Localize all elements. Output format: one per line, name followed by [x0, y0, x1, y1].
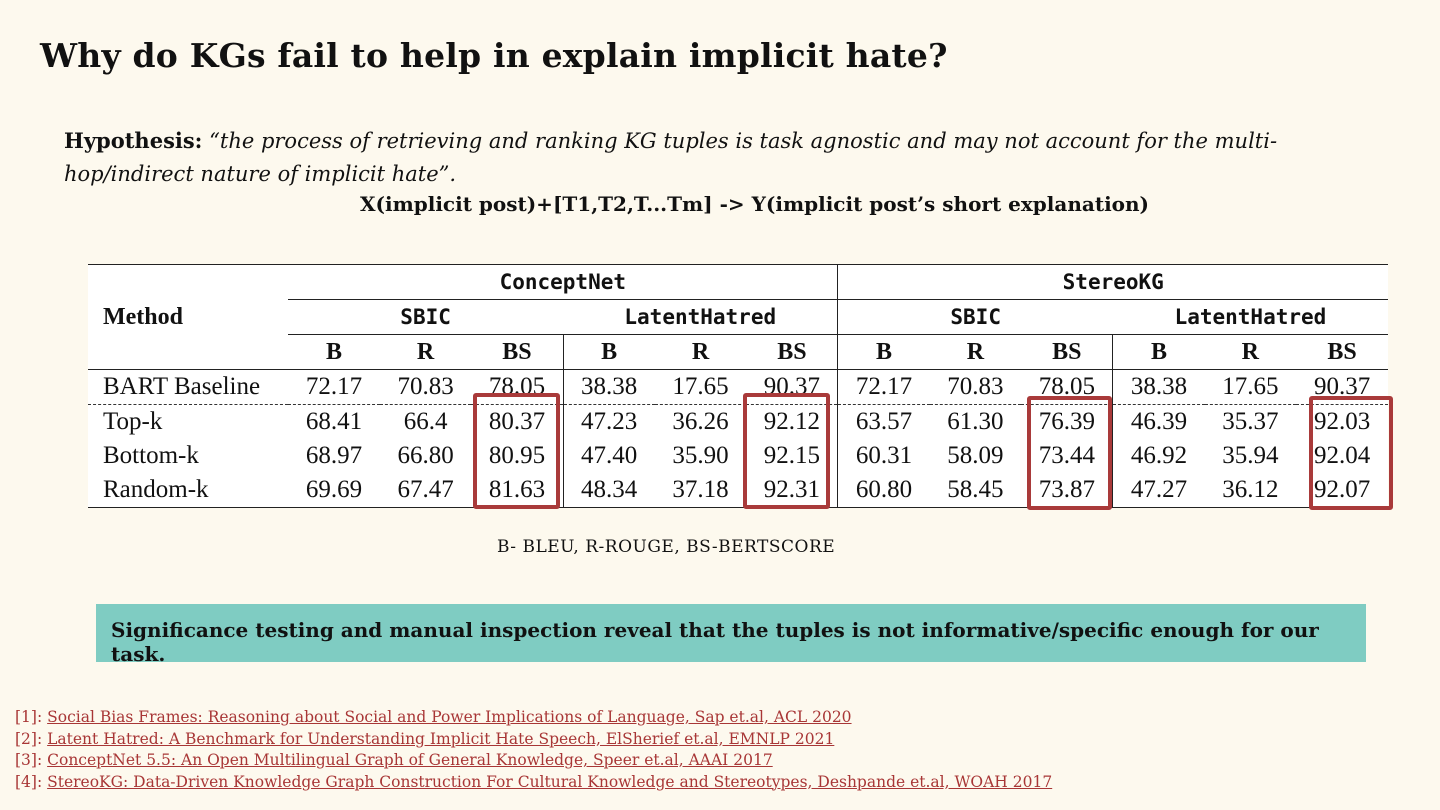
table-cell: 60.31: [837, 439, 930, 473]
table-cell: 47.27: [1112, 473, 1205, 508]
table-cell: 48.34: [562, 473, 655, 508]
metric-header: B: [837, 334, 930, 370]
table-row: Random-k 69.69 67.47 81.63 48.34 37.18 9…: [88, 473, 1388, 508]
metric-header: B: [1112, 334, 1205, 370]
table-cell: 68.41: [288, 404, 380, 439]
highlight-box-conceptnet-latenthatred-bs: [743, 393, 830, 509]
reference-item: [1]: Social Bias Frames: Reasoning about…: [15, 707, 1052, 729]
dataset-header: SBIC: [288, 299, 564, 335]
table-cell: 73.87: [1021, 473, 1113, 508]
table-cell: 68.97: [305, 442, 363, 469]
reference-number: [1]:: [15, 708, 43, 726]
metric-header: BS: [777, 338, 807, 365]
method-header: Method: [88, 264, 289, 370]
results-table: Method ConceptNet StereoKG SBIC LatentHa…: [88, 264, 1388, 508]
table-row: BART Baseline 72.17 70.83 78.05 38.38 17…: [88, 369, 1388, 405]
table-cell: 36.12: [1204, 473, 1297, 508]
metric-header: R: [966, 338, 985, 365]
table-cell: 47.23: [562, 404, 655, 439]
conclusion-callout: Significance testing and manual inspecti…: [96, 604, 1366, 666]
results-grid: Method ConceptNet StereoKG SBIC LatentHa…: [88, 264, 1388, 508]
kg-header-stereokg: StereoKG: [837, 264, 1388, 300]
references: [1]: Social Bias Frames: Reasoning about…: [15, 707, 1052, 793]
table-cell: 81.63: [471, 473, 564, 508]
row-method: Bottom-k: [103, 442, 199, 469]
table-cell: 46.92: [1112, 439, 1205, 473]
slide-title: Why do KGs fail to help in explain impli…: [40, 36, 948, 75]
dataset-header: LatentHatred: [563, 299, 838, 335]
reference-number: [2]:: [15, 729, 43, 748]
metric-header: BS: [1327, 338, 1357, 365]
table-cell: 72.17: [837, 369, 930, 405]
metric-header: B: [562, 334, 655, 370]
table-cell: 67.47: [379, 473, 472, 508]
formula: X(implicit post)+[T1,T2,T...Tm] -> Y(imp…: [360, 192, 1150, 216]
table-cell: 38.38: [1112, 369, 1205, 405]
table-cell: 47.40: [562, 439, 655, 473]
metric-header: BS: [1052, 338, 1082, 365]
table-cell: 63.57: [837, 404, 930, 439]
metric-legend: B- BLEU, R-ROUGE, BS-BERTSCORE: [497, 537, 836, 557]
metric-header: R: [416, 338, 435, 365]
table-cell: 66.4: [379, 404, 472, 439]
table-cell: 58.09: [947, 442, 1004, 469]
dataset-header: LatentHatred: [1112, 299, 1388, 335]
table-cell: 17.65: [654, 369, 747, 405]
reference-link[interactable]: Social Bias Frames: Reasoning about Soci…: [47, 708, 852, 726]
table-cell: 92.15: [763, 442, 821, 469]
reference-link[interactable]: ConceptNet 5.5: An Open Multilingual Gra…: [47, 751, 773, 769]
reference-item: [2]: Latent Hatred: A Benchmark for Unde…: [15, 729, 1052, 751]
metric-header: R: [691, 338, 710, 365]
table-cell: 66.80: [397, 442, 454, 469]
table-row: Bottom-k 68.97 66.80 80.95 47.40 35.90 9…: [88, 439, 1388, 473]
reference-item: [3]: ConceptNet 5.5: An Open Multilingua…: [15, 750, 1052, 772]
table-cell: 80.95: [488, 442, 546, 469]
table-cell: 76.39: [1021, 404, 1113, 439]
highlight-box-conceptnet-sbic-bs: [473, 393, 560, 509]
table-cell: 60.80: [837, 473, 930, 508]
table-cell: 92.31: [746, 473, 838, 508]
table-cell: 92.12: [746, 404, 838, 439]
reference-number: [4]:: [15, 772, 43, 791]
table-cell: 38.38: [562, 369, 655, 405]
table-cell: 17.65: [1204, 369, 1297, 405]
table-cell: 73.44: [1038, 442, 1095, 469]
table-cell: 92.04: [1313, 442, 1371, 469]
metric-header: B: [325, 338, 342, 365]
reference-link[interactable]: Latent Hatred: A Benchmark for Understan…: [47, 729, 835, 748]
table-cell: 36.26: [654, 404, 747, 439]
table-cell: 46.39: [1112, 404, 1205, 439]
reference-number: [3]:: [15, 751, 43, 769]
kg-header-conceptnet: ConceptNet: [288, 264, 838, 300]
hypothesis: Hypothesis: “the process of retrieving a…: [64, 124, 1384, 191]
reference-item: [4]: StereoKG: Data-Driven Knowledge Gra…: [15, 772, 1052, 794]
row-method: Random-k: [88, 473, 289, 508]
reference-link[interactable]: StereoKG: Data-Driven Knowledge Graph Co…: [47, 772, 1053, 791]
table-cell: 80.37: [471, 404, 564, 439]
table-cell: 35.37: [1204, 404, 1297, 439]
table-cell: 37.18: [654, 473, 747, 508]
metric-header: BS: [502, 338, 532, 365]
highlight-box-stereokg-latenthatred-bs: [1309, 396, 1393, 510]
table-cell: 35.90: [672, 442, 729, 469]
hypothesis-label: Hypothesis:: [64, 128, 203, 153]
table-cell: 61.30: [929, 404, 1022, 439]
table-cell: 70.83: [379, 369, 472, 405]
dataset-header: SBIC: [837, 299, 1113, 335]
row-method: Top-k: [88, 404, 289, 439]
table-row: Top-k 68.41 66.4 80.37 47.23 36.26 92.12…: [88, 404, 1388, 439]
row-method: BART Baseline: [88, 369, 289, 405]
table-cell: 35.94: [1222, 442, 1279, 469]
hypothesis-text: “the process of retrieving and ranking K…: [64, 129, 1278, 186]
metric-header: R: [1241, 338, 1260, 365]
table-cell: 70.83: [929, 369, 1022, 405]
highlight-box-stereokg-sbic-bs: [1027, 396, 1112, 510]
table-cell: 72.17: [288, 369, 380, 405]
table-cell: 58.45: [929, 473, 1022, 508]
table-cell: 69.69: [288, 473, 380, 508]
